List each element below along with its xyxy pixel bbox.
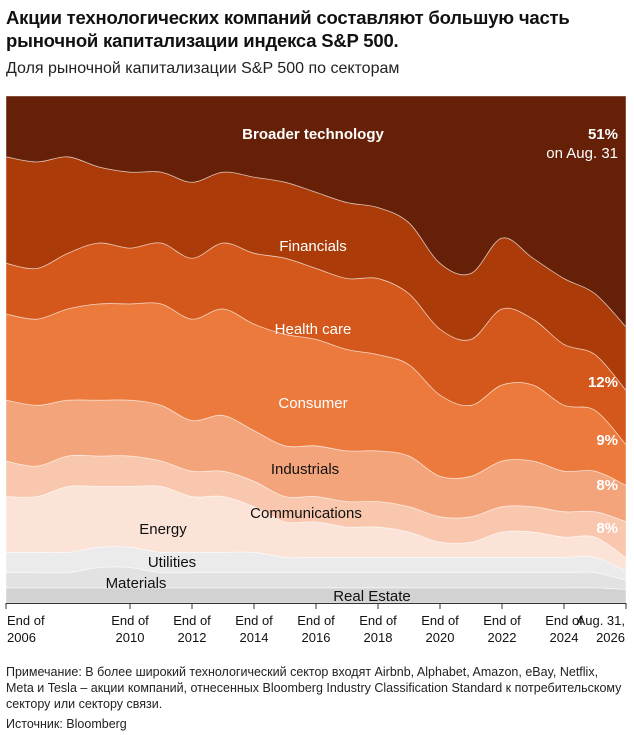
label-energy: Energy [139, 521, 187, 538]
area-broader-technology [5, 95, 627, 328]
annotation-tech-date: on Aug. 31 [546, 145, 618, 162]
x-tick-label: End of [173, 613, 211, 628]
x-tick-label: 2010 [116, 630, 145, 645]
label-communications: Communications [250, 505, 362, 522]
label-health-care: Health care [275, 321, 352, 338]
label-broader-technology: Broader technology [242, 126, 384, 143]
x-tick-label: Aug. 31, [577, 613, 625, 628]
x-tick-label: End of [421, 613, 459, 628]
x-tick-label: End of [235, 613, 273, 628]
chart-note: Примечание: В более широкий технологичес… [6, 665, 622, 711]
end-value-financials: 12% [588, 374, 618, 391]
chart-source: Источник: Bloomberg [6, 717, 127, 731]
x-tick-label: End of [7, 613, 45, 628]
x-tick-label: End of [545, 613, 583, 628]
label-materials: Materials [106, 575, 167, 592]
x-tick-label: 2016 [302, 630, 331, 645]
x-tick-label: 2024 [550, 630, 579, 645]
chart-title: Акции технологических компаний составляю… [6, 7, 570, 51]
label-industrials: Industrials [271, 461, 339, 478]
chart-subtitle: Доля рыночной капитализации S&P 500 по с… [6, 60, 400, 77]
x-tick-label: End of [359, 613, 397, 628]
label-real-estate: Real Estate [333, 588, 411, 605]
label-consumer: Consumer [278, 395, 347, 412]
annotation-tech-share: 51% [588, 126, 618, 143]
x-tick-label: End of [111, 613, 149, 628]
x-tick-label: 2012 [178, 630, 207, 645]
area-real-estate [5, 587, 627, 604]
x-tick-label: 2014 [240, 630, 269, 645]
label-utilities: Utilities [148, 554, 196, 571]
area-series-group [5, 95, 627, 604]
x-tick-label: 2022 [488, 630, 517, 645]
end-value-consumer: 8% [596, 477, 618, 494]
x-tick-label: End of [297, 613, 335, 628]
x-tick-label: 2018 [364, 630, 393, 645]
x-tick-label: End of [483, 613, 521, 628]
x-tick-label: 2020 [426, 630, 455, 645]
label-financials: Financials [279, 238, 347, 255]
series-labels: Broader technology Financials Health car… [106, 126, 618, 605]
stacked-area-chart: End of 2006 End of 2010 End of 2012 End of 2014… [5, 95, 627, 645]
end-value-health-care: 9% [596, 432, 618, 449]
x-tick-label: 2026 [596, 630, 625, 645]
x-tick-label: 2006 [7, 630, 36, 645]
end-value-industrials: 8% [596, 520, 618, 537]
x-axis: End of 2006 End of 2010 End of 2012 End of 2014… [5, 603, 627, 645]
